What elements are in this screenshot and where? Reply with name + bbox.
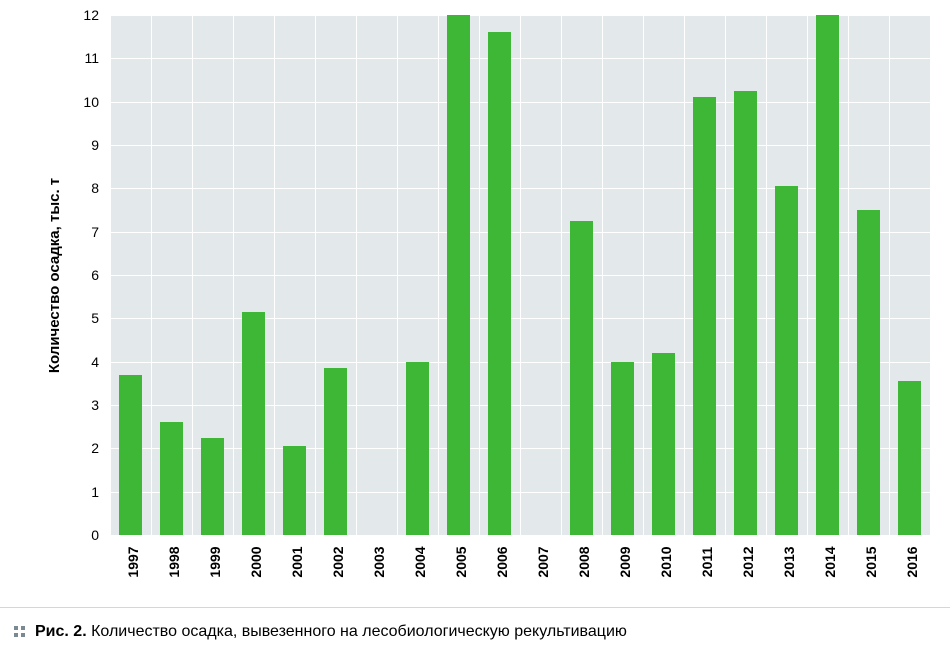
bar [283, 446, 307, 535]
gridline-vertical [274, 15, 275, 535]
gridline-vertical [520, 15, 521, 535]
caption-body: Количество осадка, вывезенного на лесоби… [91, 623, 627, 640]
bar [406, 362, 430, 535]
y-tick: 0 [91, 527, 99, 543]
bar [816, 15, 840, 535]
x-tick: 2009 [617, 546, 633, 577]
y-tick: 1 [91, 484, 99, 500]
bar [119, 375, 143, 535]
gridline-vertical [397, 15, 398, 535]
caption-prefix: Рис. 2. [35, 623, 87, 640]
gridline-vertical [233, 15, 234, 535]
y-axis-label: Количество осадка, тыс. т [45, 15, 65, 535]
caption-text: Рис. 2. Количество осадка, вывезенного н… [35, 623, 627, 641]
gridline-vertical [110, 15, 111, 535]
gridline-vertical [725, 15, 726, 535]
y-tick: 7 [91, 224, 99, 240]
gridline-vertical [356, 15, 357, 535]
bar [734, 91, 758, 535]
y-tick: 10 [83, 94, 99, 110]
bar [160, 422, 184, 535]
plot-area [110, 15, 930, 535]
bar [242, 312, 266, 535]
x-tick: 2011 [699, 547, 715, 577]
y-tick: 3 [91, 397, 99, 413]
gridline-vertical [561, 15, 562, 535]
bar [898, 381, 922, 535]
x-tick: 2006 [494, 546, 510, 577]
bar [488, 32, 512, 535]
gridline-horizontal [110, 535, 930, 536]
x-tick: 2003 [371, 546, 387, 577]
y-axis-label-text: Количество осадка, тыс. т [47, 177, 64, 372]
y-tick: 5 [91, 310, 99, 326]
gridline-vertical [643, 15, 644, 535]
x-tick: 2013 [781, 546, 797, 577]
gridline-vertical [192, 15, 193, 535]
bar [857, 210, 881, 535]
figure: Количество осадка, тыс. т 01234567891011… [0, 0, 950, 655]
bar [693, 97, 717, 535]
x-tick: 2001 [289, 546, 305, 577]
x-tick: 2014 [822, 546, 838, 577]
plot-wrap: Количество осадка, тыс. т 0 1 2 3 4 5 6 7 8 9 10 11… [45, 15, 935, 600]
y-tick: 9 [91, 137, 99, 153]
x-tick: 2000 [248, 546, 264, 577]
gridline-vertical [766, 15, 767, 535]
gridline-vertical [602, 15, 603, 535]
bar [611, 362, 635, 535]
x-tick: 2004 [412, 546, 428, 577]
y-tick: 6 [91, 267, 99, 283]
gridline-vertical [930, 15, 931, 535]
y-tick: 12 [83, 7, 99, 23]
x-tick-labels: 1997 1998 1999 2000 2001 2002 2003 2004 2005 2006… [110, 540, 930, 600]
x-tick: 2010 [658, 546, 674, 577]
bar [447, 15, 471, 535]
bar [201, 438, 225, 536]
y-tick: 2 [91, 440, 99, 456]
bar [775, 186, 799, 535]
gridline-vertical [848, 15, 849, 535]
gridline-vertical [684, 15, 685, 535]
y-tick-labels: 0123456789101112 [65, 15, 105, 535]
x-tick: 2008 [576, 546, 592, 577]
y-tick: 8 [91, 180, 99, 196]
figure-caption: Рис. 2. Количество осадка, вывезенного н… [0, 607, 950, 655]
x-tick: 1999 [207, 546, 223, 577]
gridline-vertical [438, 15, 439, 535]
gridline-vertical [479, 15, 480, 535]
gridline-vertical [807, 15, 808, 535]
y-tick: 11 [84, 50, 99, 66]
y-tick: 4 [91, 354, 99, 370]
bar [324, 368, 348, 535]
x-tick: 2007 [535, 546, 551, 577]
x-tick: 2015 [863, 546, 879, 577]
gridline-vertical [151, 15, 152, 535]
x-tick: 2005 [453, 546, 469, 577]
gridline-vertical [315, 15, 316, 535]
caption-marker-icon [14, 626, 25, 637]
gridline-vertical [889, 15, 890, 535]
x-tick: 2012 [740, 546, 756, 577]
bar [570, 221, 594, 535]
x-tick: 2016 [904, 546, 920, 577]
x-tick: 1998 [166, 546, 182, 577]
bar [652, 353, 676, 535]
x-tick: 2002 [330, 546, 346, 577]
x-tick: 1997 [125, 546, 141, 577]
